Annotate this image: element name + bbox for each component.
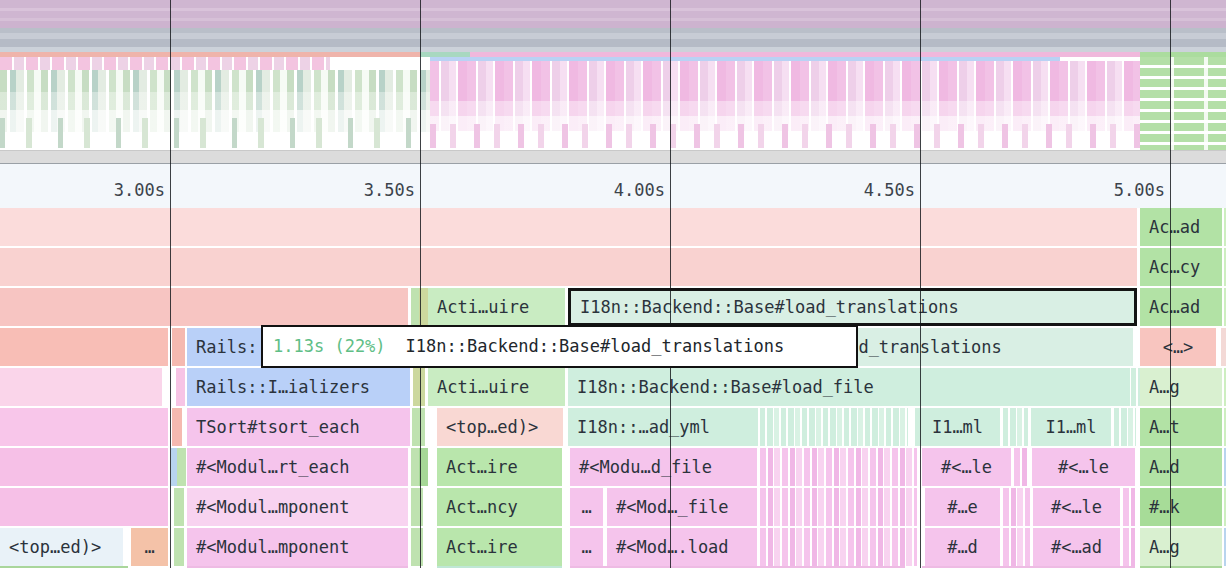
frame-bar[interactable]: Act…ire	[437, 448, 562, 486]
frame-bar[interactable]: #<Modul…rt_each	[187, 448, 408, 486]
minimap-band-purple	[0, 0, 1226, 28]
frame-bar[interactable]: Rails::I…ializers	[187, 368, 410, 406]
frame-bar[interactable]: Ac…ad	[1140, 208, 1222, 246]
frame-bar-sliver[interactable]	[176, 368, 185, 406]
tooltip: 1.13s (22%) I18n::Backend::Base#load_tran…	[261, 325, 858, 368]
frame-bar-sliver[interactable]	[412, 408, 425, 446]
axis-tick-label: 3.00s	[114, 180, 165, 200]
minimap[interactable]	[0, 0, 1226, 164]
frame-bar-sliver[interactable]	[0, 288, 408, 326]
frame-bar[interactable]: …	[570, 488, 603, 526]
minimap-band-grey	[0, 28, 1226, 47]
frame-bar[interactable]: I1…ml	[1031, 408, 1111, 446]
frame-bar[interactable]: A…g	[1140, 528, 1222, 566]
frame-bar-sliver[interactable]	[0, 488, 168, 526]
frame-bar[interactable]: A…t	[1140, 408, 1222, 446]
frame-bar-sliver[interactable]	[760, 528, 917, 566]
frame-bar-sliver[interactable]	[172, 408, 182, 446]
frame-bar-sliver[interactable]	[0, 208, 1137, 246]
frame-bar[interactable]: Acti…uire	[428, 368, 565, 406]
flame-row: Ac…ad	[0, 208, 1226, 246]
frame-bar[interactable]: Acti…uire	[428, 288, 565, 326]
frame-bar-sliver[interactable]	[411, 528, 423, 566]
frame-bar[interactable]: I18n::Backend::Base#load_file	[568, 368, 1130, 406]
frame-bar-sliver[interactable]	[0, 368, 162, 406]
frame-bar-selected[interactable]: I18n::Backend::Base#load_translations	[568, 288, 1137, 326]
frame-bar-sliver[interactable]	[760, 448, 917, 486]
frame-bar-sliver[interactable]	[0, 248, 1137, 286]
frame-bar-sliver[interactable]	[1221, 328, 1226, 366]
frame-bar[interactable]: #<…le	[1033, 488, 1120, 526]
minimap-bottom-divider	[0, 150, 1226, 164]
axis-tick-label: 3.50s	[364, 180, 415, 200]
tooltip-duration: 1.13s (22%)	[273, 336, 386, 356]
flame-row: Acti…uireI18n::Backend::Base#load_transl…	[0, 288, 1226, 326]
frame-bar-sliver[interactable]	[1003, 488, 1030, 526]
flame-row: <top…ed)>…#<Modul…mponentAct…ire…#<Mod….…	[0, 528, 1226, 566]
frame-bar-sliver[interactable]	[0, 328, 168, 366]
frame-bar[interactable]: …	[570, 528, 603, 566]
flame-row: #<Modul…rt_each Act…ire#<Modu…d_file #<…le…	[0, 448, 1226, 486]
frame-bar-sliver[interactable]	[1123, 488, 1135, 526]
frame-bar[interactable]: <…>	[1140, 328, 1216, 366]
frame-bar-sliver[interactable]	[1123, 528, 1135, 566]
flame-row: Ac…cy	[0, 248, 1226, 286]
frame-bar[interactable]: #<Mod….load	[607, 528, 757, 566]
frame-bar-sliver[interactable]	[413, 368, 425, 406]
frame-bar-sliver[interactable]	[419, 448, 428, 486]
frame-bar[interactable]: #<Mod…_file	[607, 488, 757, 526]
minimap-flame-middle-tail	[430, 124, 1140, 148]
frame-bar[interactable]: …	[131, 528, 168, 566]
frame-bar[interactable]: #<…ad	[1033, 528, 1120, 566]
frame-bar-sliver[interactable]	[0, 408, 168, 446]
minimap-flame-left-tail	[0, 118, 430, 148]
frame-bar[interactable]: #<Modul…mponent	[187, 528, 408, 566]
frame-bar[interactable]: TSort#tsort_each	[187, 408, 410, 446]
frame-bar[interactable]: Act…ire	[437, 528, 562, 566]
frame-bar[interactable]: #<Modu…d_file	[570, 448, 757, 486]
frame-bar[interactable]: I18n::…ad_yml	[568, 408, 758, 446]
axis-tick-label: 5.00s	[1114, 180, 1165, 200]
frame-bar-sliver[interactable]	[419, 288, 428, 326]
flame-row: #<Modul…mponent Act…ncy…#<Mod…_file #…e #<……	[0, 488, 1226, 526]
axis-tick-label: 4.00s	[614, 180, 665, 200]
frame-bar-sliver[interactable]	[174, 488, 184, 526]
frame-bar-sliver[interactable]	[1114, 408, 1136, 446]
frame-bar-sliver[interactable]	[1003, 408, 1028, 446]
frame-bar[interactable]: #…e	[925, 488, 1000, 526]
frame-bar[interactable]: #<Modul…mponent	[187, 488, 408, 526]
frame-bar-sliver[interactable]	[0, 448, 168, 486]
frame-bar[interactable]: <top…ed)>	[0, 528, 123, 566]
frame-bar-sliver[interactable]	[1003, 528, 1030, 566]
frame-bar[interactable]: Ac…cy	[1140, 248, 1222, 286]
flame-row: Rails::I…ializers Acti…uireI18n::Backend:…	[0, 368, 1226, 406]
frame-bar[interactable]: Ac…ad	[1140, 288, 1222, 326]
frame-bar-sliver[interactable]	[1014, 448, 1028, 486]
frame-bar[interactable]: Act…ncy	[437, 488, 562, 526]
frame-bar-sliver[interactable]	[174, 528, 184, 566]
flame-row: TSort#tsort_each <top…ed)>I18n::…ad_yml I1…	[0, 408, 1226, 446]
frame-bar-sliver[interactable]	[172, 328, 185, 366]
frame-bar-sliver[interactable]	[1131, 368, 1140, 406]
frame-bar[interactable]: #…d	[925, 528, 1000, 566]
frame-bar[interactable]: I1…ml	[915, 408, 1000, 446]
frame-bar-sliver[interactable]	[177, 448, 186, 486]
frame-bar-sliver[interactable]	[760, 488, 917, 526]
minimap-flame-right	[1140, 57, 1226, 150]
frame-bar-sliver[interactable]	[760, 408, 908, 446]
frame-bar-sliver[interactable]	[411, 488, 423, 526]
axis-tick-label: 4.50s	[864, 180, 915, 200]
frame-bar[interactable]: A…d	[1140, 448, 1222, 486]
frame-bar[interactable]: <top…ed)>	[437, 408, 563, 446]
minimap-flame-middle	[430, 61, 1140, 131]
frame-bar[interactable]: #<…le	[922, 448, 1011, 486]
frame-bar[interactable]: #…k	[1140, 488, 1222, 526]
time-axis: 3.00s 3.50s 4.00s 4.50s 5.00s	[0, 164, 1226, 208]
frame-bar[interactable]: #<…le	[1032, 448, 1135, 486]
frame-bar[interactable]: A…g	[1140, 368, 1222, 406]
flame-rows: Ac…adAc…cyActi…uireI18n::Backend::Base#l…	[0, 208, 1226, 568]
tooltip-label: I18n::Backend::Base#load_translations	[406, 336, 785, 356]
